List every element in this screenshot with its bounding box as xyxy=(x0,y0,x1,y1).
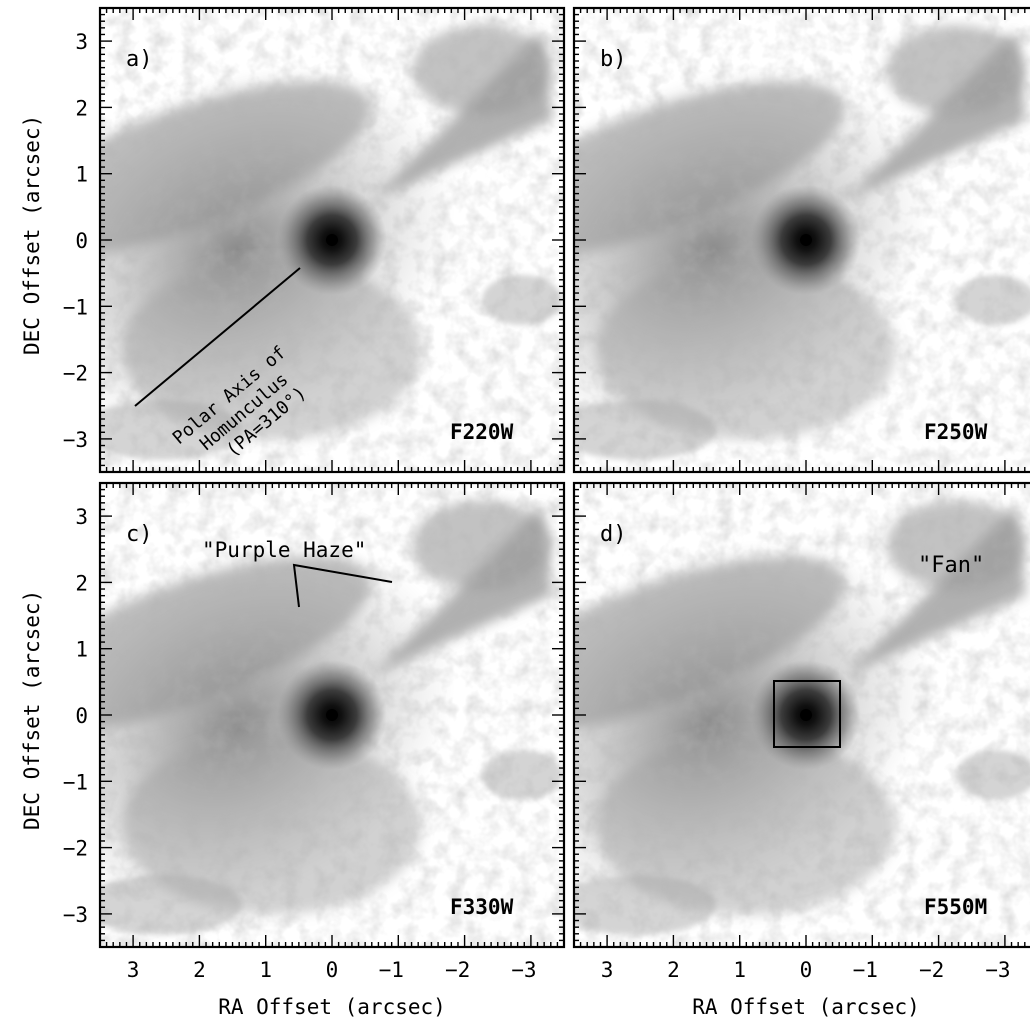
ra-tick-label: −2 xyxy=(919,958,944,982)
panel-c-ticks xyxy=(100,483,564,947)
dec-tick-label: 3 xyxy=(75,30,88,54)
ra-tick-label: −3 xyxy=(985,958,1010,982)
dec-tick-label: 1 xyxy=(75,163,88,187)
dec-tick-label: 0 xyxy=(75,704,88,728)
panel-b: b) F250W xyxy=(572,6,1030,474)
ra-tick-label: 3 xyxy=(127,958,140,982)
panel-a-ticks xyxy=(100,8,564,472)
ra-tick-label: 0 xyxy=(800,958,813,982)
panel-d-label: d) xyxy=(600,522,627,547)
ra-tick-label: 2 xyxy=(193,958,206,982)
panel-a-label: a) xyxy=(126,47,153,72)
ra-tick-label: −3 xyxy=(511,958,536,982)
panel-d-ticks xyxy=(574,483,1026,947)
panel-a-image xyxy=(100,8,564,472)
dec-tick-label: −3 xyxy=(63,903,88,927)
panel-c: c) F330W 3 3 2 2 1 1 0 0 −1 −1 −2 −2 −3 −3 xyxy=(63,481,566,982)
central-source-box xyxy=(773,680,841,748)
panel-d: d) F550M 3 2 1 0 −1 −2 −3 xyxy=(572,481,1030,982)
ra-tick-label: −2 xyxy=(445,958,470,982)
panel-b-label: b) xyxy=(600,47,627,72)
dec-tick-label: −2 xyxy=(63,362,88,386)
dec-tick-label: −2 xyxy=(63,837,88,861)
panel-d-image xyxy=(574,483,1030,947)
dec-tick-label: 2 xyxy=(75,96,88,120)
purple-haze-pointer xyxy=(292,563,393,608)
panel-c-label: c) xyxy=(126,522,153,547)
dec-tick-label: −1 xyxy=(63,295,88,319)
panel-b-ticks xyxy=(574,8,1026,472)
dec-axis-label-bottom: DEC Offset (arcsec) xyxy=(20,589,44,830)
dec-tick-label: 1 xyxy=(75,638,88,662)
ra-tick-label: −1 xyxy=(853,958,878,982)
purple-haze-label: "Purple Haze" xyxy=(202,538,366,562)
panel-c-image xyxy=(100,483,564,947)
ra-tick-label: 2 xyxy=(667,958,680,982)
ra-tick-label: 3 xyxy=(601,958,614,982)
panel-c-filter: F330W xyxy=(450,895,514,919)
polar-axis-line xyxy=(134,267,301,407)
dec-tick-label: −1 xyxy=(63,770,88,794)
panel-a-filter: F220W xyxy=(450,420,514,444)
panel-b-filter: F250W xyxy=(924,420,988,444)
ra-axis-label-left: RA Offset (arcsec) xyxy=(218,995,446,1019)
dec-tick-label: 3 xyxy=(75,505,88,529)
fan-label: "Fan" xyxy=(918,553,984,578)
ra-tick-label: 0 xyxy=(326,958,339,982)
ra-tick-label: −1 xyxy=(379,958,404,982)
ra-axis-label-right: RA Offset (arcsec) xyxy=(692,995,920,1019)
dec-axis-label-top: DEC Offset (arcsec) xyxy=(20,114,44,355)
dec-tick-label: 2 xyxy=(75,571,88,595)
ra-tick-label: 1 xyxy=(733,958,746,982)
panel-a: a) F220W 3 2 1 0 −1 −2 −3 xyxy=(63,6,566,474)
panel-d-filter: F550M xyxy=(924,895,987,919)
dec-tick-label: 0 xyxy=(75,229,88,253)
ra-tick-label: 1 xyxy=(259,958,272,982)
panel-b-image xyxy=(574,8,1030,472)
dec-tick-label: −3 xyxy=(63,428,88,452)
